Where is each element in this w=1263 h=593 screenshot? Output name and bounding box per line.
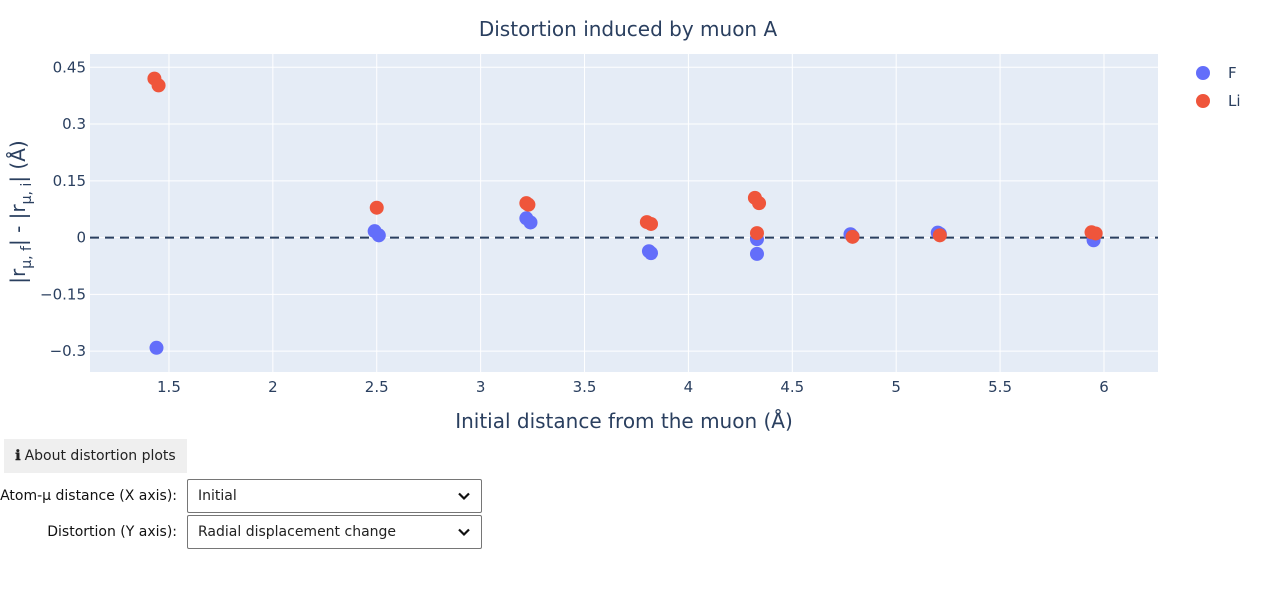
data-point-li	[749, 226, 764, 241]
legend-item-li[interactable]: Li	[1196, 92, 1241, 110]
y-axis-select-value: Radial displacement change	[198, 524, 397, 540]
legend-item-f[interactable]: F	[1196, 64, 1237, 82]
data-point-f	[749, 246, 764, 261]
data-point-li	[369, 200, 384, 215]
y-tick-label: 0.15	[53, 172, 86, 190]
chevron-down-icon	[458, 492, 470, 501]
y-tick-labels: 0.45 0.3 0.15 0 −0.15 −0.3	[40, 58, 86, 360]
data-point-f	[149, 340, 164, 355]
y-label-part-2: | - |r	[6, 204, 30, 246]
about-button-label: About distortion plots	[24, 448, 176, 464]
x-tick-label: 5.5	[988, 378, 1012, 396]
info-icon: ℹ	[15, 448, 21, 464]
data-point-f	[371, 228, 386, 243]
data-point-li	[932, 228, 947, 243]
x-tick-label: 6	[1099, 378, 1109, 396]
x-tick-label: 3.5	[573, 378, 597, 396]
y-tick-label: −0.3	[50, 342, 86, 360]
data-point-f	[523, 215, 538, 230]
data-point-li	[151, 78, 166, 93]
x-axis-select-value: Initial	[198, 488, 237, 504]
legend-label-li: Li	[1228, 92, 1241, 110]
legend-label-f: F	[1228, 64, 1237, 82]
legend-marker-li	[1196, 94, 1210, 108]
x-axis-select[interactable]: Initial	[187, 479, 482, 513]
data-point-li	[521, 197, 536, 212]
legend[interactable]: F Li	[1196, 64, 1241, 110]
y-label-part-1: |r	[6, 268, 30, 284]
x-tick-label: 4.5	[780, 378, 804, 396]
x-tick-labels: 1.5 2 2.5 3 3.5 4 4.5 5 5.5 6	[157, 378, 1109, 396]
data-point-li	[752, 196, 767, 211]
x-tick-label: 2	[268, 378, 278, 396]
y-label-part-3: | (Å)	[6, 140, 30, 182]
x-axis-label: Initial distance from the muon (Å)	[455, 409, 793, 433]
x-axis-select-label: Atom-μ distance (X axis):	[0, 488, 177, 504]
x-axis-control-row: Atom-μ distance (X axis): Initial	[0, 479, 482, 513]
data-point-li	[644, 216, 659, 231]
y-axis-label: |rμ, f| - |rμ, i| (Å)	[6, 140, 35, 283]
data-points	[147, 71, 1103, 355]
data-point-li	[1088, 226, 1103, 241]
x-tick-label: 3	[476, 378, 486, 396]
y-label-sub-1: μ, f	[19, 245, 35, 269]
chart-title: Distortion induced by muon A	[479, 17, 778, 41]
plot-area	[90, 54, 1158, 372]
x-tick-label: 2.5	[365, 378, 389, 396]
y-axis-select[interactable]: Radial displacement change	[187, 515, 482, 549]
x-tick-label: 4	[684, 378, 694, 396]
about-distortion-plots-button[interactable]: ℹ About distortion plots	[4, 439, 187, 473]
y-gridlines	[90, 66, 1158, 352]
y-axis-control-row: Distortion (Y axis): Radial displacement…	[0, 515, 482, 549]
x-tick-label: 5	[891, 378, 901, 396]
legend-marker-f	[1196, 66, 1210, 80]
distortion-scatter-chart: 1.5 2 2.5 3 3.5 4 4.5 5 5.5 6 0.45 0.3 0.15 0 −0.15 −0…	[6, 17, 1241, 433]
data-point-f	[644, 246, 659, 261]
y-axis-select-label: Distortion (Y axis):	[47, 524, 177, 540]
data-point-li	[845, 229, 860, 244]
y-tick-label: 0	[76, 229, 86, 247]
y-tick-label: 0.45	[53, 58, 86, 76]
chevron-down-icon	[458, 528, 470, 537]
y-tick-label: −0.15	[40, 285, 86, 303]
y-tick-label: 0.3	[62, 115, 86, 133]
x-tick-label: 1.5	[157, 378, 181, 396]
y-label-sub-2: μ, i	[19, 183, 35, 205]
